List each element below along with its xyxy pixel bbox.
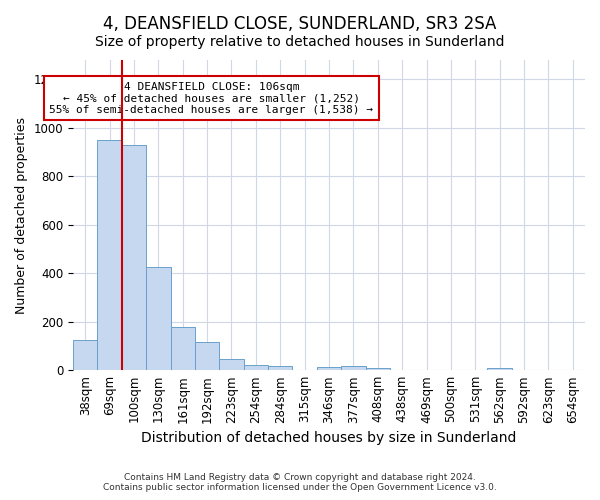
- Bar: [146, 267, 170, 370]
- Bar: [73, 340, 97, 370]
- Bar: [317, 366, 341, 370]
- Text: 4, DEANSFIELD CLOSE, SUNDERLAND, SR3 2SA: 4, DEANSFIELD CLOSE, SUNDERLAND, SR3 2SA: [103, 15, 497, 33]
- Bar: [268, 366, 292, 370]
- Bar: [122, 145, 146, 370]
- Text: Size of property relative to detached houses in Sunderland: Size of property relative to detached ho…: [95, 35, 505, 49]
- Bar: [365, 368, 390, 370]
- Bar: [170, 326, 195, 370]
- X-axis label: Distribution of detached houses by size in Sunderland: Distribution of detached houses by size …: [142, 431, 517, 445]
- Bar: [244, 366, 268, 370]
- Text: 4 DEANSFIELD CLOSE: 106sqm
← 45% of detached houses are smaller (1,252)
55% of s: 4 DEANSFIELD CLOSE: 106sqm ← 45% of deta…: [49, 82, 373, 115]
- Bar: [220, 360, 244, 370]
- Bar: [97, 140, 122, 370]
- Text: Contains HM Land Registry data © Crown copyright and database right 2024.
Contai: Contains HM Land Registry data © Crown c…: [103, 473, 497, 492]
- Bar: [341, 366, 365, 370]
- Bar: [195, 342, 220, 370]
- Bar: [487, 368, 512, 370]
- Y-axis label: Number of detached properties: Number of detached properties: [15, 116, 28, 314]
